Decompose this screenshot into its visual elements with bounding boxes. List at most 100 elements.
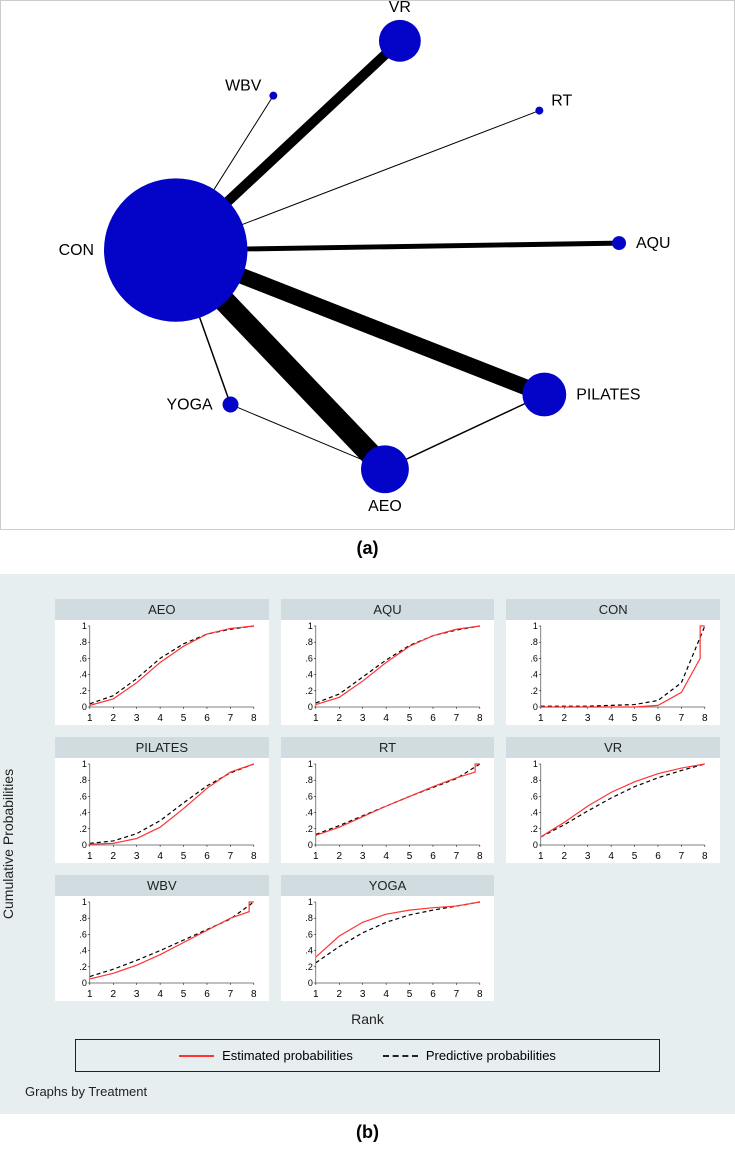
svg-text:2: 2 [110, 851, 116, 862]
subplot-aeo: AEO0.2.4.6.8112345678 [55, 599, 269, 725]
svg-text:.4: .4 [79, 946, 87, 956]
svg-text:0: 0 [307, 702, 312, 712]
svg-text:RT: RT [551, 93, 572, 110]
svg-text:8: 8 [477, 989, 483, 1000]
svg-text:6: 6 [656, 713, 662, 724]
svg-text:7: 7 [228, 989, 234, 1000]
svg-text:3: 3 [360, 851, 366, 862]
svg-text:8: 8 [702, 713, 708, 724]
svg-text:0: 0 [307, 840, 312, 850]
svg-text:AQU: AQU [636, 235, 671, 252]
svg-text:WBV: WBV [225, 78, 262, 95]
svg-text:8: 8 [251, 851, 257, 862]
svg-text:1: 1 [87, 851, 93, 862]
svg-text:5: 5 [181, 713, 187, 724]
svg-text:4: 4 [383, 989, 389, 1000]
svg-text:7: 7 [228, 713, 234, 724]
subplot-title: VR [506, 737, 720, 758]
svg-text:2: 2 [110, 713, 116, 724]
svg-text:.2: .2 [79, 962, 87, 972]
svg-text:.2: .2 [305, 962, 313, 972]
svg-text:.8: .8 [79, 775, 87, 785]
y-axis-label: Cumulative Probabilities [0, 769, 16, 919]
svg-text:.8: .8 [305, 775, 313, 785]
svg-text:6: 6 [204, 989, 210, 1000]
svg-text:.2: .2 [305, 686, 313, 696]
subplot-chart: 0.2.4.6.8112345678 [506, 620, 720, 725]
svg-text:1: 1 [307, 897, 312, 907]
svg-text:4: 4 [383, 851, 389, 862]
subplot-rt: RT0.2.4.6.8112345678 [281, 737, 495, 863]
svg-text:5: 5 [181, 989, 187, 1000]
subplot-chart: 0.2.4.6.8112345678 [281, 620, 495, 725]
legend-label-estimated: Estimated probabilities [222, 1048, 353, 1063]
svg-text:.2: .2 [305, 824, 313, 834]
svg-text:YOGA: YOGA [167, 396, 213, 413]
svg-text:1: 1 [82, 621, 87, 631]
svg-text:.6: .6 [531, 653, 539, 663]
legend-estimated: Estimated probabilities [179, 1048, 353, 1063]
svg-text:1: 1 [87, 713, 93, 724]
subplot-title: CON [506, 599, 720, 620]
svg-text:8: 8 [477, 851, 483, 862]
svg-text:1: 1 [313, 851, 319, 862]
svg-text:2: 2 [562, 851, 568, 862]
svg-text:.8: .8 [531, 775, 539, 785]
subplot-chart: 0.2.4.6.8112345678 [506, 758, 720, 863]
svg-text:1: 1 [307, 621, 312, 631]
svg-text:6: 6 [430, 851, 436, 862]
svg-text:1: 1 [533, 759, 538, 769]
svg-text:3: 3 [360, 989, 366, 1000]
svg-text:4: 4 [609, 851, 615, 862]
svg-text:4: 4 [157, 713, 163, 724]
svg-text:.6: .6 [305, 791, 313, 801]
svg-text:1: 1 [82, 897, 87, 907]
svg-text:1: 1 [307, 759, 312, 769]
svg-text:.6: .6 [305, 653, 313, 663]
svg-text:0: 0 [307, 978, 312, 988]
svg-text:.4: .4 [79, 808, 87, 818]
subplot-con: CON0.2.4.6.8112345678 [506, 599, 720, 725]
svg-text:5: 5 [406, 989, 412, 1000]
svg-text:.6: .6 [79, 653, 87, 663]
svg-text:0: 0 [533, 702, 538, 712]
svg-text:3: 3 [360, 713, 366, 724]
subplot-chart: 0.2.4.6.8112345678 [281, 758, 495, 863]
svg-text:3: 3 [134, 713, 140, 724]
svg-text:7: 7 [228, 851, 234, 862]
svg-text:.4: .4 [305, 808, 313, 818]
svg-text:7: 7 [679, 713, 685, 724]
subplot-title: WBV [55, 875, 269, 896]
svg-text:0: 0 [82, 978, 87, 988]
subplot-chart: 0.2.4.6.8112345678 [281, 896, 495, 1001]
subplot-chart: 0.2.4.6.8112345678 [55, 620, 269, 725]
svg-text:.2: .2 [79, 686, 87, 696]
svg-text:7: 7 [679, 851, 685, 862]
footer-text: Graphs by Treatment [25, 1084, 720, 1099]
legend: Estimated probabilities Predictive proba… [75, 1039, 660, 1072]
svg-text:7: 7 [453, 713, 459, 724]
svg-text:.6: .6 [305, 929, 313, 939]
svg-text:6: 6 [430, 989, 436, 1000]
svg-text:7: 7 [453, 989, 459, 1000]
svg-text:5: 5 [632, 851, 638, 862]
svg-text:AEO: AEO [368, 498, 402, 515]
subplot-vr: VR0.2.4.6.8112345678 [506, 737, 720, 863]
svg-text:1: 1 [538, 713, 544, 724]
svg-text:.4: .4 [79, 670, 87, 680]
subplot-chart: 0.2.4.6.8112345678 [55, 896, 269, 1001]
svg-text:1: 1 [533, 621, 538, 631]
svg-text:3: 3 [585, 713, 591, 724]
panel-a-caption: (a) [0, 538, 735, 559]
svg-text:1: 1 [313, 989, 319, 1000]
panel-b-caption: (b) [0, 1122, 735, 1143]
subplot-title: YOGA [281, 875, 495, 896]
svg-text:6: 6 [656, 851, 662, 862]
svg-text:1: 1 [313, 713, 319, 724]
svg-text:5: 5 [632, 713, 638, 724]
svg-text:.8: .8 [79, 913, 87, 923]
svg-text:.4: .4 [305, 670, 313, 680]
legend-label-predictive: Predictive probabilities [426, 1048, 556, 1063]
subplot-yoga: YOGA0.2.4.6.8112345678 [281, 875, 495, 1001]
svg-text:6: 6 [204, 851, 210, 862]
